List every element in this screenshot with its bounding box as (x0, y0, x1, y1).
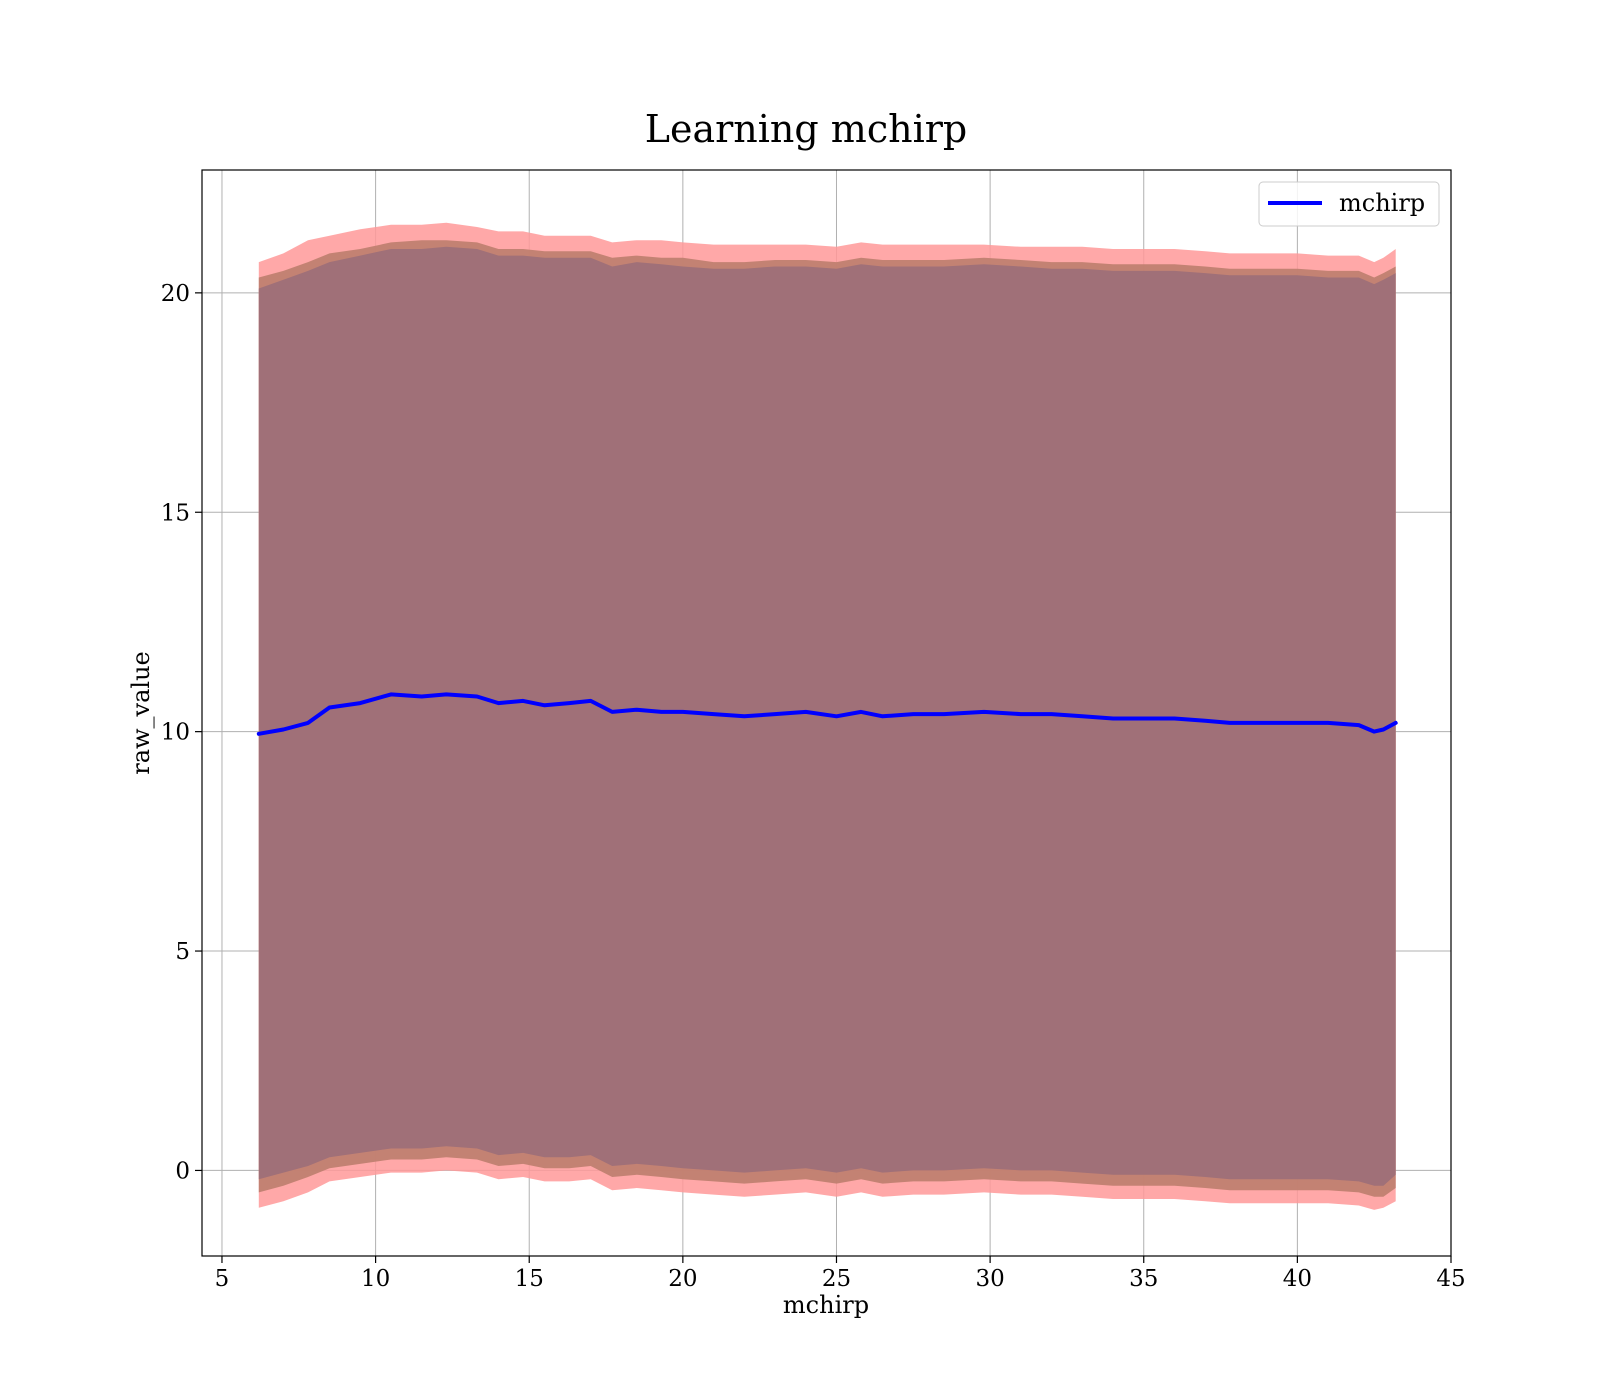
series-lines (256, 692, 1398, 736)
legend-label: mchirp (1339, 189, 1425, 217)
x-axis-label: mchirp (783, 1291, 869, 1319)
x-axis-ticks: 5 10 15 20 25 30 35 40 45 (215, 1256, 1466, 1292)
y-tick-label: 10 (161, 720, 190, 746)
x-tick-label: 45 (1436, 1266, 1465, 1292)
legend: mchirp (1258, 181, 1440, 227)
y-axis-label: raw_value (127, 651, 155, 775)
y-tick-label: 15 (161, 500, 190, 526)
x-tick-label: 15 (515, 1266, 544, 1292)
plot-frame (201, 169, 1452, 1257)
x-tick-label: 30 (975, 1266, 1004, 1292)
y-axis-ticks: 0 5 10 15 20 (161, 281, 202, 1184)
x-tick-label: 20 (668, 1266, 697, 1292)
y-tick-label: 0 (175, 1158, 190, 1184)
x-tick-label: 25 (822, 1266, 851, 1292)
legend-box (1258, 181, 1440, 227)
chart-title: Learning mchirp (645, 107, 967, 151)
series-line-mchirp (256, 692, 1398, 736)
x-tick-label: 40 (1283, 1266, 1312, 1292)
x-tick-label: 10 (361, 1266, 390, 1292)
y-tick-label: 20 (161, 281, 190, 307)
x-tick-label: 35 (1129, 1266, 1158, 1292)
x-tick-label: 5 (215, 1266, 230, 1292)
y-tick-label: 5 (175, 939, 190, 965)
